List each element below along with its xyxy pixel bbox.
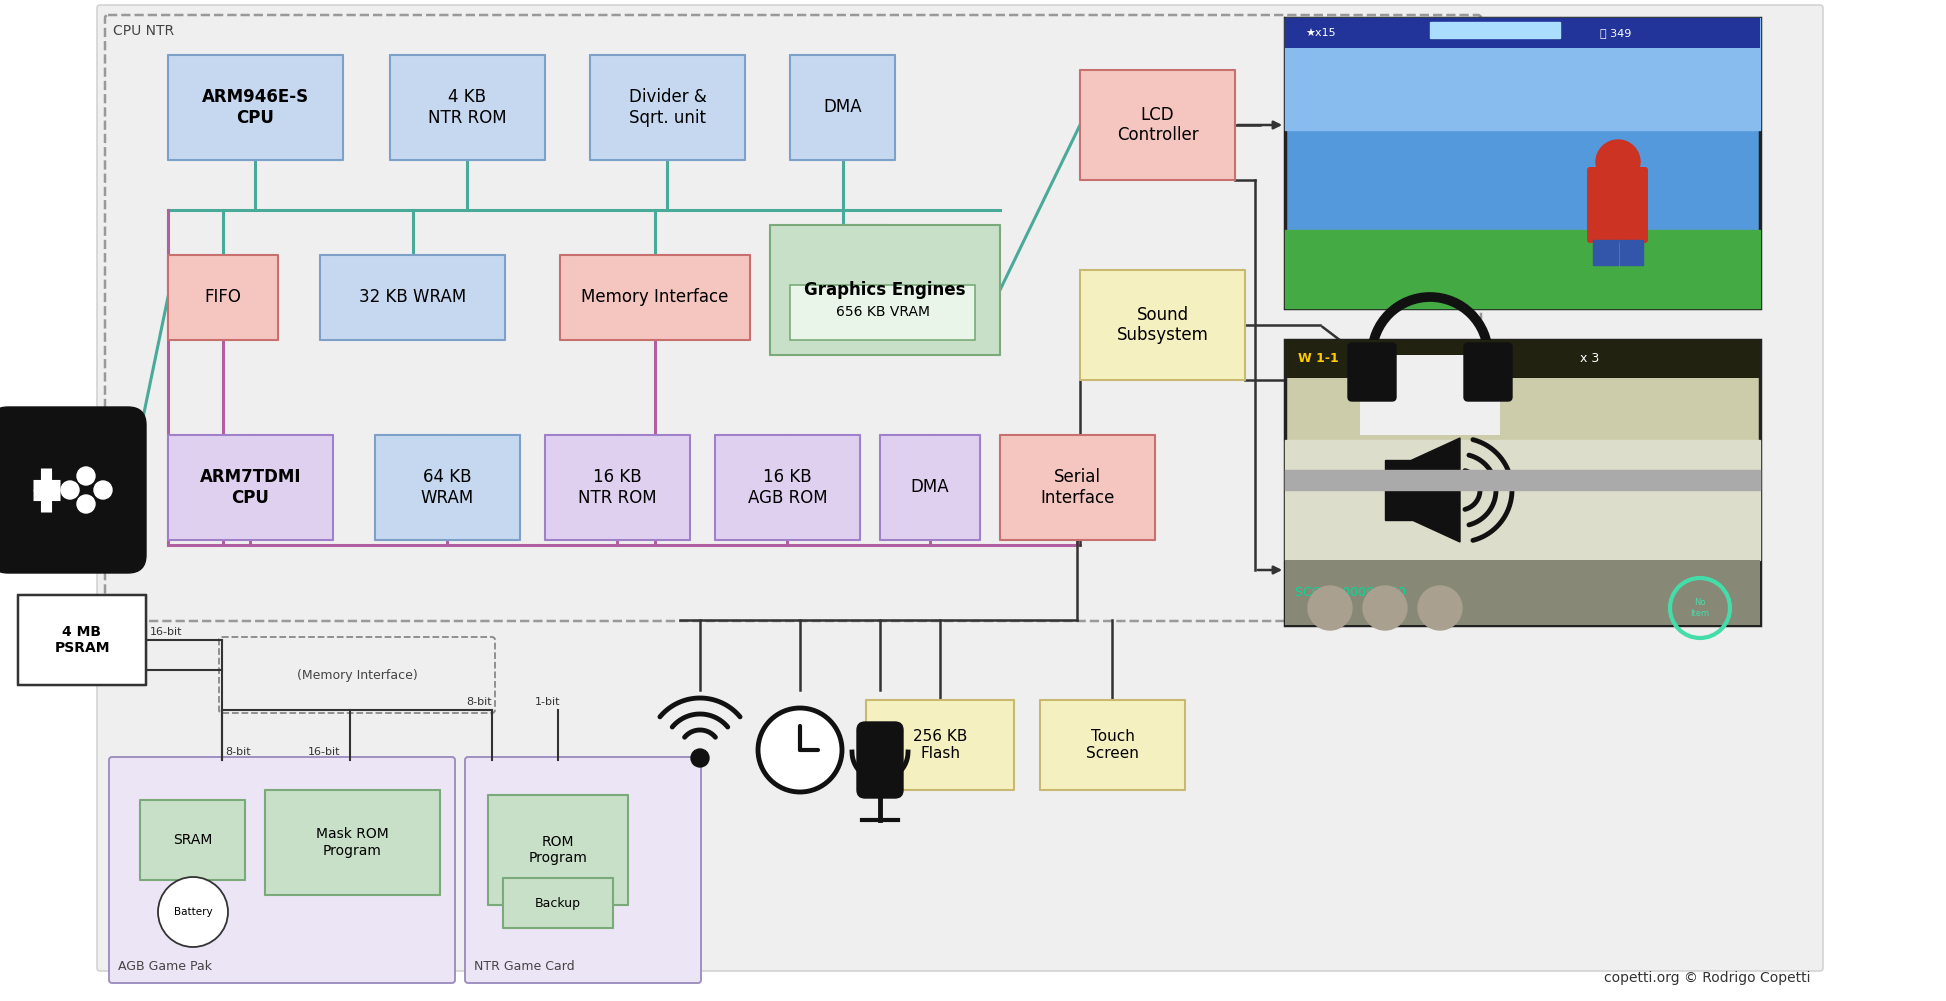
FancyBboxPatch shape bbox=[502, 878, 613, 928]
Polygon shape bbox=[1619, 240, 1642, 265]
Text: Serial
Interface: Serial Interface bbox=[1041, 468, 1115, 507]
FancyBboxPatch shape bbox=[465, 757, 701, 983]
FancyBboxPatch shape bbox=[167, 55, 342, 160]
Text: 1-bit: 1-bit bbox=[535, 697, 560, 707]
FancyBboxPatch shape bbox=[488, 795, 629, 905]
FancyBboxPatch shape bbox=[1588, 167, 1648, 243]
Text: 64 KB
WRAM: 64 KB WRAM bbox=[420, 468, 475, 507]
Circle shape bbox=[1419, 586, 1461, 630]
FancyBboxPatch shape bbox=[265, 790, 440, 895]
Text: FIFO: FIFO bbox=[204, 288, 241, 306]
FancyBboxPatch shape bbox=[18, 595, 146, 685]
Text: AGB Game Pak: AGB Game Pak bbox=[119, 960, 212, 973]
FancyBboxPatch shape bbox=[714, 435, 860, 540]
Text: (Memory Interface): (Memory Interface) bbox=[296, 669, 416, 682]
FancyBboxPatch shape bbox=[167, 255, 278, 340]
FancyBboxPatch shape bbox=[771, 225, 1000, 355]
Text: 4 MB
PSRAM: 4 MB PSRAM bbox=[54, 625, 109, 655]
FancyBboxPatch shape bbox=[545, 435, 691, 540]
FancyBboxPatch shape bbox=[376, 435, 520, 540]
FancyBboxPatch shape bbox=[389, 55, 545, 160]
Text: 16-bit: 16-bit bbox=[150, 627, 183, 637]
FancyBboxPatch shape bbox=[1360, 355, 1500, 435]
Text: 656 KB VRAM: 656 KB VRAM bbox=[835, 305, 930, 319]
Text: No
Item: No Item bbox=[1691, 599, 1711, 618]
Circle shape bbox=[158, 877, 228, 947]
FancyBboxPatch shape bbox=[590, 55, 745, 160]
Text: x 3: x 3 bbox=[1580, 352, 1600, 365]
Circle shape bbox=[78, 467, 95, 485]
Circle shape bbox=[93, 481, 113, 499]
Text: SCORE 00003950: SCORE 00003950 bbox=[1294, 586, 1407, 599]
FancyBboxPatch shape bbox=[790, 55, 895, 160]
FancyBboxPatch shape bbox=[1080, 70, 1236, 180]
Text: 16-bit: 16-bit bbox=[307, 747, 341, 757]
FancyBboxPatch shape bbox=[0, 407, 146, 573]
Polygon shape bbox=[1594, 240, 1617, 265]
FancyBboxPatch shape bbox=[1284, 340, 1759, 378]
Text: 256 KB
Flash: 256 KB Flash bbox=[913, 729, 967, 761]
Text: 32 KB WRAM: 32 KB WRAM bbox=[358, 288, 467, 306]
FancyBboxPatch shape bbox=[1080, 270, 1245, 380]
Text: ⏱ 349: ⏱ 349 bbox=[1600, 28, 1631, 38]
FancyBboxPatch shape bbox=[856, 722, 903, 798]
Circle shape bbox=[1308, 586, 1352, 630]
Polygon shape bbox=[1386, 460, 1413, 520]
Circle shape bbox=[1362, 586, 1407, 630]
FancyBboxPatch shape bbox=[1349, 343, 1395, 401]
Text: Battery: Battery bbox=[173, 907, 212, 917]
Text: Mask ROM
Program: Mask ROM Program bbox=[315, 828, 389, 858]
Text: Touch
Screen: Touch Screen bbox=[1086, 729, 1138, 761]
Circle shape bbox=[60, 481, 80, 499]
FancyBboxPatch shape bbox=[319, 255, 506, 340]
FancyBboxPatch shape bbox=[1000, 435, 1156, 540]
FancyBboxPatch shape bbox=[1284, 340, 1759, 625]
Text: Sound
Subsystem: Sound Subsystem bbox=[1117, 305, 1208, 344]
Text: NTR Game Card: NTR Game Card bbox=[475, 960, 574, 973]
Text: DMA: DMA bbox=[911, 478, 950, 496]
FancyBboxPatch shape bbox=[1463, 343, 1512, 401]
Circle shape bbox=[691, 749, 708, 767]
Polygon shape bbox=[1284, 440, 1759, 560]
Text: Backup: Backup bbox=[535, 897, 582, 910]
Circle shape bbox=[78, 495, 95, 513]
Text: 8-bit: 8-bit bbox=[226, 747, 251, 757]
Polygon shape bbox=[1430, 22, 1561, 38]
FancyBboxPatch shape bbox=[1284, 18, 1759, 308]
FancyBboxPatch shape bbox=[167, 435, 333, 540]
FancyBboxPatch shape bbox=[97, 5, 1823, 971]
Text: DMA: DMA bbox=[823, 98, 862, 116]
Text: ARM7TDMI
CPU: ARM7TDMI CPU bbox=[200, 468, 302, 507]
Text: copetti.org © Rodrigo Copetti: copetti.org © Rodrigo Copetti bbox=[1604, 971, 1810, 985]
FancyBboxPatch shape bbox=[140, 800, 245, 880]
Text: Memory Interface: Memory Interface bbox=[582, 288, 728, 306]
Circle shape bbox=[759, 708, 843, 792]
Text: LCD
Controller: LCD Controller bbox=[1117, 105, 1199, 144]
Text: W 1-1: W 1-1 bbox=[1298, 352, 1339, 365]
Text: ROM
Program: ROM Program bbox=[529, 835, 588, 865]
Text: 8-bit: 8-bit bbox=[465, 697, 492, 707]
Text: ★x15: ★x15 bbox=[1306, 28, 1335, 38]
Text: 4 KB
NTR ROM: 4 KB NTR ROM bbox=[428, 88, 506, 127]
Text: ARM946E-S
CPU: ARM946E-S CPU bbox=[202, 88, 309, 127]
Text: Divider &
Sqrt. unit: Divider & Sqrt. unit bbox=[629, 88, 706, 127]
Text: CPU NTR: CPU NTR bbox=[113, 24, 173, 38]
FancyBboxPatch shape bbox=[880, 435, 981, 540]
FancyBboxPatch shape bbox=[105, 15, 1481, 621]
FancyBboxPatch shape bbox=[1284, 18, 1759, 48]
Text: Graphics Engines: Graphics Engines bbox=[804, 281, 965, 299]
FancyBboxPatch shape bbox=[109, 757, 455, 983]
Text: SRAM: SRAM bbox=[173, 833, 212, 847]
FancyBboxPatch shape bbox=[790, 285, 975, 340]
Circle shape bbox=[1596, 140, 1640, 184]
FancyBboxPatch shape bbox=[1284, 560, 1759, 625]
FancyBboxPatch shape bbox=[866, 700, 1014, 790]
Text: 16 KB
AGB ROM: 16 KB AGB ROM bbox=[747, 468, 827, 507]
FancyBboxPatch shape bbox=[1039, 700, 1185, 790]
Polygon shape bbox=[1284, 470, 1759, 490]
FancyBboxPatch shape bbox=[560, 255, 749, 340]
Text: 16 KB
NTR ROM: 16 KB NTR ROM bbox=[578, 468, 658, 507]
Polygon shape bbox=[1413, 438, 1460, 542]
